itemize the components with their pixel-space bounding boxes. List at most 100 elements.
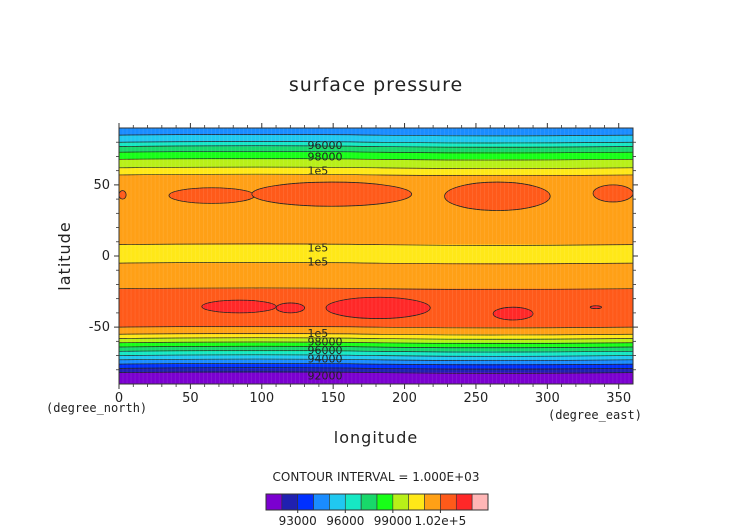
contour-label-0: 96000	[307, 139, 342, 152]
contour-label-5: 1e5	[307, 327, 328, 340]
colorbar-swatch-3	[313, 493, 330, 511]
contour-line-20	[119, 367, 633, 370]
contour-label-9: 92000	[307, 369, 342, 382]
contour-band-2	[119, 142, 633, 147]
y-tick-label-0: -50	[89, 320, 110, 335]
contour-band-15	[119, 347, 633, 352]
contour-band-11	[119, 327, 633, 335]
contour-line-14	[119, 341, 633, 344]
contour-band-19	[119, 364, 633, 369]
contour-label-1: 98000	[307, 150, 342, 163]
contour-line-9	[119, 262, 633, 265]
contour-band-5	[119, 159, 633, 169]
contour-line-18	[119, 358, 633, 361]
contour-line-4	[119, 151, 633, 154]
colorbar-frame	[265, 493, 489, 511]
contour-band-14	[119, 342, 633, 348]
contour-band-3	[119, 146, 633, 153]
contour-cell-4	[119, 190, 127, 200]
colorbar-swatch-12	[455, 493, 473, 511]
contour-label-3: 1e5	[307, 241, 328, 254]
colorbar-tick-label-2: 99000	[374, 514, 412, 528]
contour-line-13	[119, 337, 633, 340]
colorbar-tick-label-3: 1.02e+5	[415, 514, 467, 528]
contour-cell-2	[444, 181, 551, 211]
contour-label-8: 94000	[307, 352, 342, 365]
colorbar-swatch-8	[392, 493, 410, 511]
contour-cell-9	[589, 305, 602, 310]
x-unit-label: (degree_east)	[548, 408, 642, 422]
x-tick-label-0: 0	[115, 391, 123, 406]
colorbar: 93000 96000 99000 1.02e+5	[265, 493, 489, 528]
colorbar-swatch-9	[408, 493, 425, 511]
contour-label-7: 96000	[307, 344, 342, 357]
contour-line-8	[119, 243, 633, 246]
colorbar-swatch-2	[297, 493, 314, 511]
colorbar-swatch-6	[360, 493, 378, 511]
contour-band-1	[119, 135, 633, 143]
y-tick-label-1: 0	[102, 249, 110, 264]
contour-band-9	[119, 263, 633, 290]
x-tick-label-1: 50	[182, 391, 199, 406]
x-tick-label-5: 250	[464, 391, 489, 406]
colorbar-swatch-4	[329, 493, 346, 511]
contour-cell-1	[251, 181, 413, 207]
contour-line-16	[119, 350, 633, 353]
contour-band-16	[119, 351, 633, 357]
contour-line-17	[119, 354, 633, 357]
contour-interval-label: CONTOUR INTERVAL = 1.000E+03	[273, 470, 480, 484]
contour-label-layer: 96000980001e51e51e51e5980009600094000920…	[307, 139, 342, 382]
contour-line-15	[119, 345, 633, 349]
contour-cell-6	[275, 302, 306, 314]
contour-cell-8	[492, 306, 534, 321]
x-axis-label: longitude	[334, 428, 418, 447]
contour-band-0	[119, 128, 633, 136]
contour-label-4: 1e5	[307, 256, 328, 269]
contour-line-5	[119, 158, 633, 161]
contour-label-6: 98000	[307, 335, 342, 348]
contour-line-6	[119, 166, 633, 169]
colorbar-tick-label-1: 96000	[326, 514, 364, 528]
x-tick-label-2: 100	[249, 391, 274, 406]
chart-title: surface pressure	[289, 74, 463, 96]
colorbar-swatch-1	[281, 493, 299, 511]
contour-line-7	[119, 173, 633, 177]
contour-line-2	[119, 141, 633, 144]
contour-band-17	[119, 355, 633, 361]
contour-band-8	[119, 244, 633, 264]
contour-band-4	[119, 152, 633, 160]
contour-band-18	[119, 359, 633, 365]
grid-texture	[119, 128, 633, 384]
y-unit-label: (degree_north)	[46, 401, 147, 415]
contour-line-11	[119, 326, 633, 329]
y-axis: -50 0 50	[89, 141, 638, 371]
contour-cell-5	[201, 299, 277, 314]
y-tick-label-2: 50	[93, 178, 110, 193]
plot-area: 96000980001e51e51e51e5980009600094000920…	[89, 123, 638, 406]
contour-cell-7	[325, 296, 431, 319]
contour-band-12	[119, 334, 633, 339]
contour-line-19	[119, 362, 633, 366]
colorbar-swatch-13	[471, 493, 489, 511]
x-tick-label-4: 200	[392, 391, 417, 406]
colorbar-swatch-5	[344, 493, 362, 511]
contour-label-2: 1e5	[307, 165, 328, 178]
x-tick-label-6: 300	[535, 391, 560, 406]
colorbar-swatch-11	[440, 493, 457, 511]
contour-line-10	[119, 287, 633, 290]
contour-line-21	[119, 371, 633, 374]
contour-line-1	[119, 134, 633, 137]
contour-band-20	[119, 368, 633, 374]
colorbar-tick-label-0: 93000	[279, 514, 317, 528]
contour-band-13	[119, 338, 633, 344]
contour-fill-layer	[119, 128, 633, 384]
colorbar-swatch-0	[265, 493, 283, 511]
x-axis: 0 50 100 150 200 250 300 350	[115, 123, 631, 406]
contour-band-6	[119, 167, 633, 176]
contour-band-21	[119, 372, 633, 384]
y-axis-label: latitude	[55, 221, 74, 290]
colorbar-swatch-7	[376, 493, 394, 511]
contour-line-3	[119, 145, 633, 148]
x-tick-label-3: 150	[321, 391, 346, 406]
